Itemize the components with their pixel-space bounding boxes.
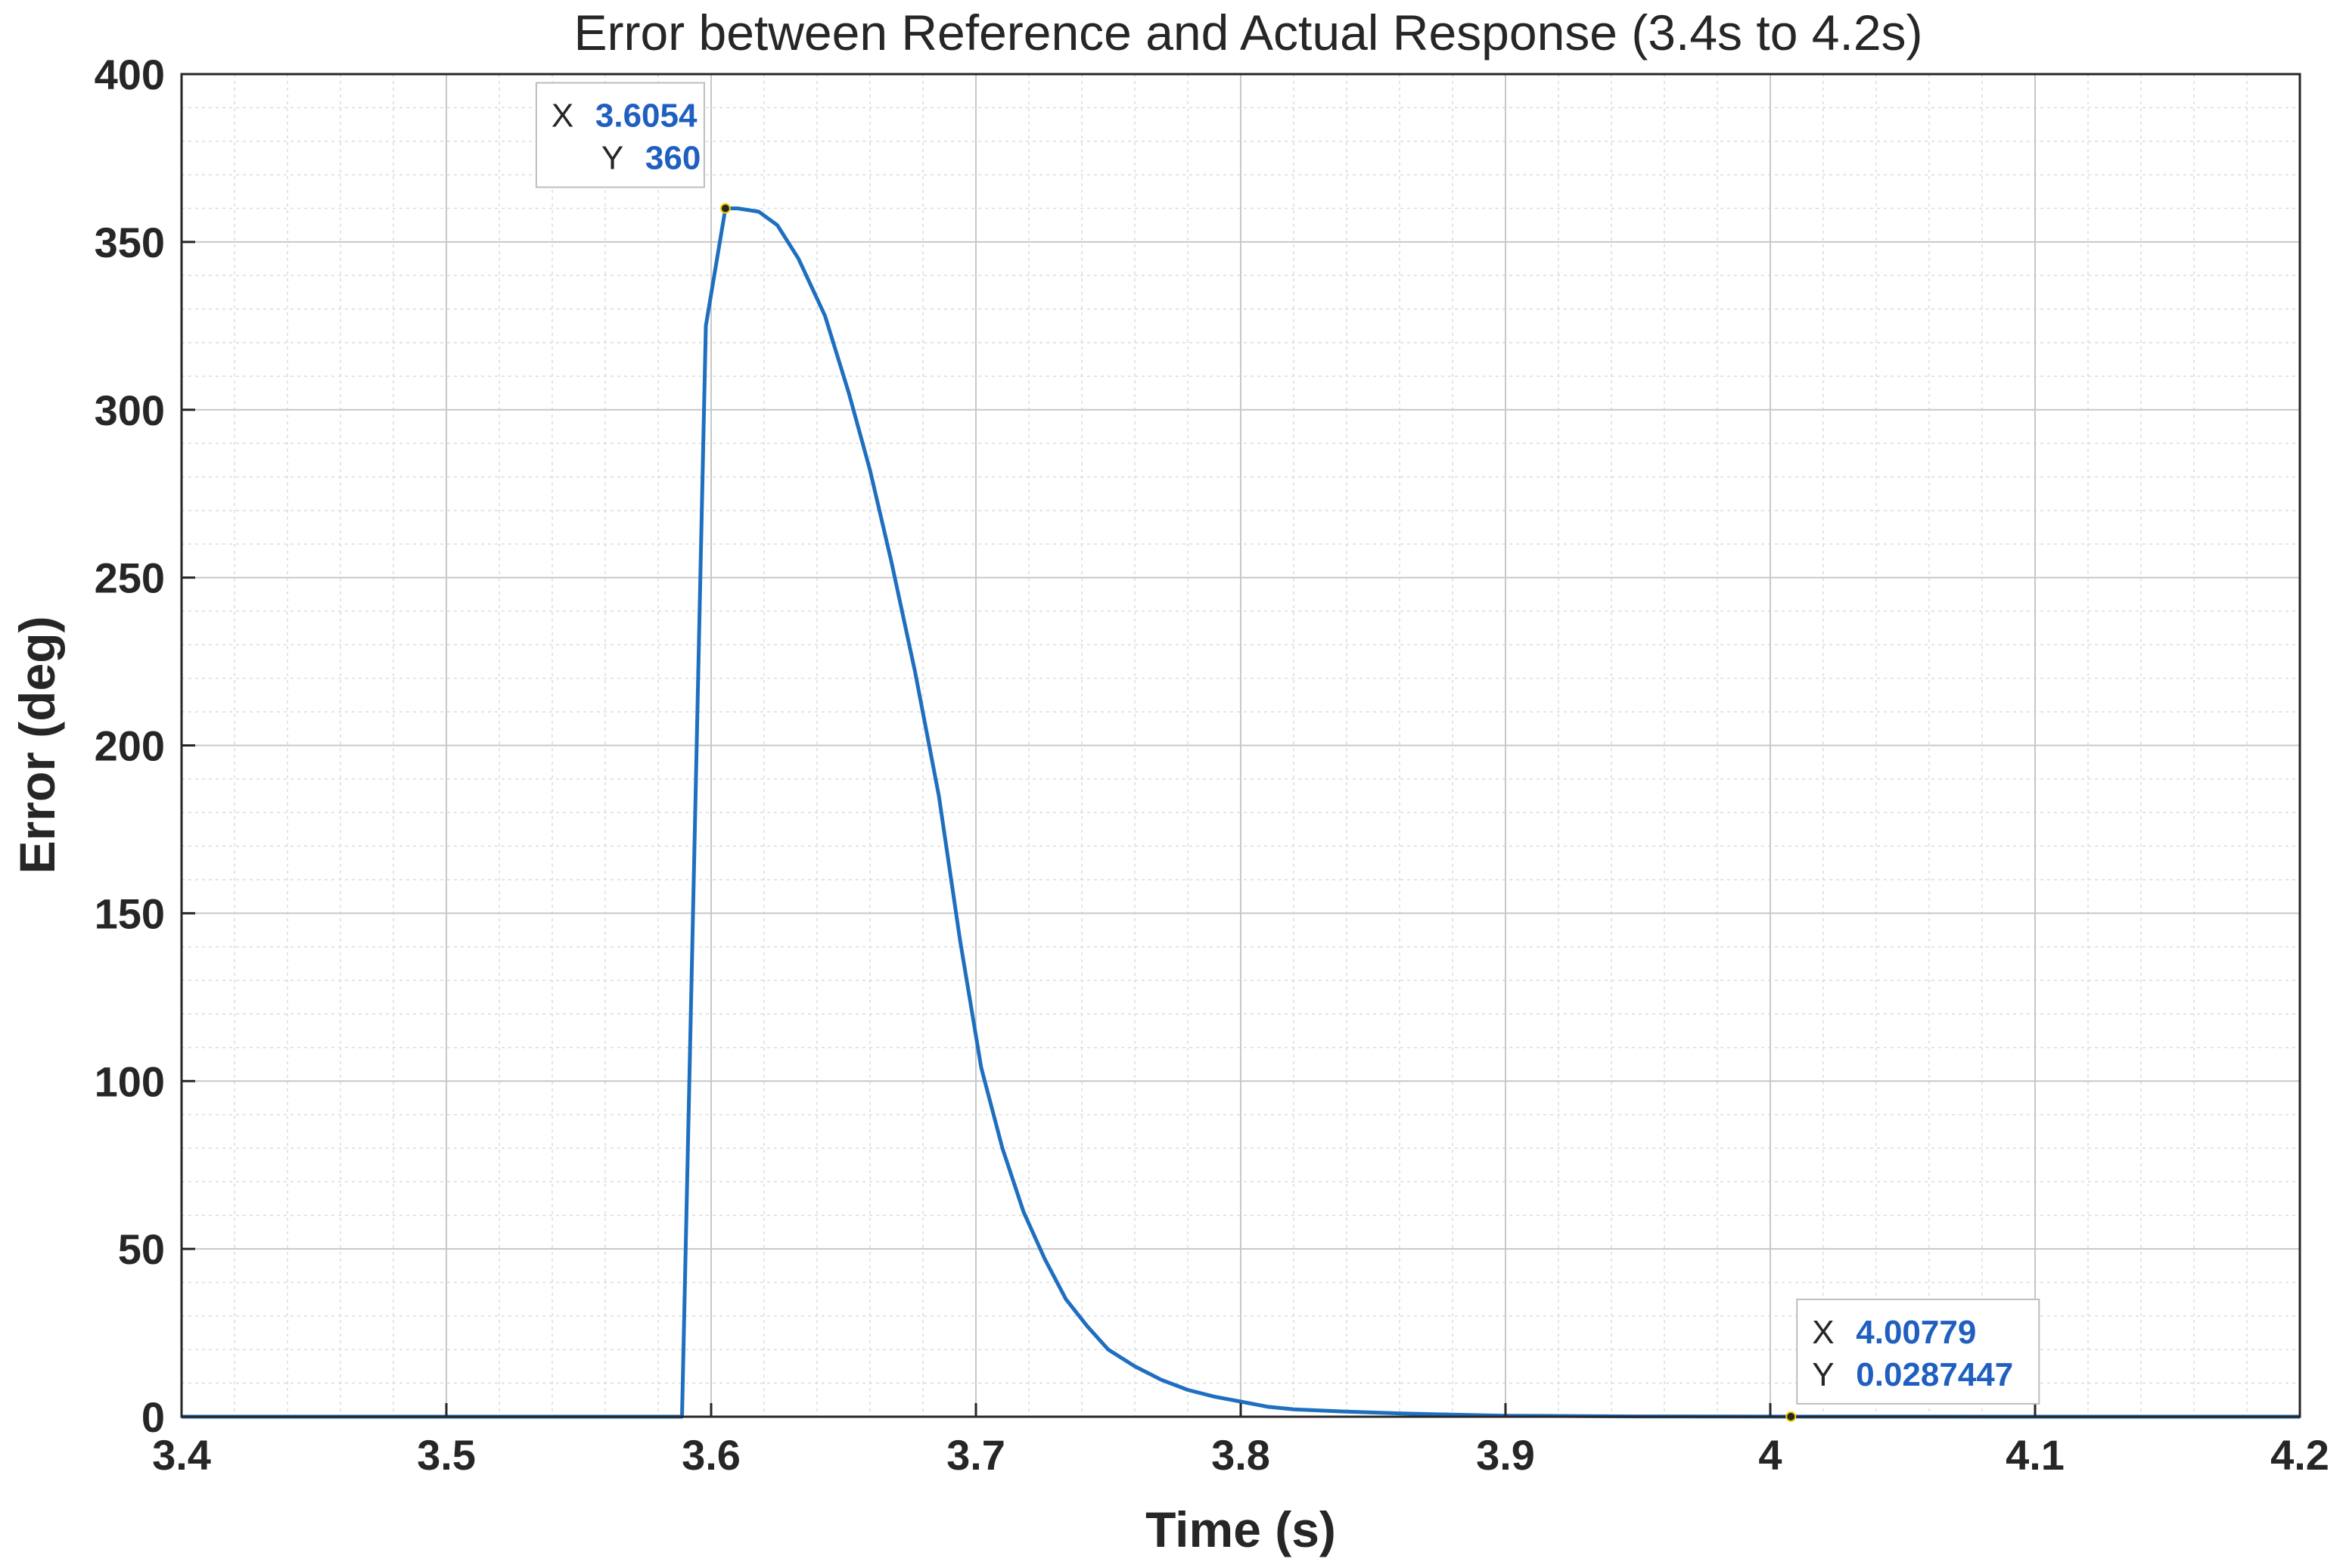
datatip-box xyxy=(535,82,705,188)
chart-title: Error between Reference and Actual Respo… xyxy=(574,5,1923,61)
y-tick-label: 100 xyxy=(95,1057,165,1105)
x-axis-ticks: 3.4 3.5 3.6 3.7 3.8 3.9 4 4.1 4.2 xyxy=(152,1403,2329,1479)
datatips: X 3.6054 Y 360 X 4.00779 Y 0.0287447 xyxy=(535,82,2040,1422)
x-axis-label: Time (s) xyxy=(1145,1501,1336,1557)
x-tick-label: 3.5 xyxy=(417,1431,476,1479)
y-axis-label: Error (deg) xyxy=(9,616,65,874)
datatip-y-key: Y xyxy=(1812,1356,1834,1393)
y-tick-label: 300 xyxy=(95,387,165,434)
datatip-y-value: 360 xyxy=(645,140,701,177)
y-tick-label: 200 xyxy=(95,722,165,770)
x-tick-label: 4 xyxy=(1758,1431,1782,1479)
datatip: X 4.00779 Y 0.0287447 xyxy=(1785,1298,2040,1422)
datatip-box xyxy=(1796,1298,2040,1405)
x-tick-label: 3.7 xyxy=(946,1431,1005,1479)
error-series-line xyxy=(182,206,2301,1419)
y-tick-label: 150 xyxy=(95,890,165,937)
datatip-x-key: X xyxy=(552,98,573,135)
x-tick-label: 3.9 xyxy=(1476,1431,1535,1479)
y-tick-label: 50 xyxy=(118,1225,165,1273)
y-tick-label: 350 xyxy=(95,219,165,266)
datatip-x-value: 3.6054 xyxy=(595,98,698,135)
datatip-x-key: X xyxy=(1812,1314,1834,1351)
y-tick-label: 400 xyxy=(95,51,165,98)
y-tick-label: 250 xyxy=(95,554,165,602)
y-tick-label: 0 xyxy=(141,1393,165,1441)
y-axis-ticks: 0 50 100 150 200 250 300 350 400 xyxy=(95,51,195,1441)
datatip-y-value: 0.0287447 xyxy=(1856,1356,2013,1393)
datatip-marker xyxy=(719,203,731,214)
x-tick-label: 4.1 xyxy=(2006,1431,2065,1479)
datatip-y-key: Y xyxy=(601,140,623,177)
datatip-x-value: 4.00779 xyxy=(1856,1314,1976,1351)
x-tick-label: 3.6 xyxy=(682,1431,741,1479)
x-tick-label: 3.8 xyxy=(1211,1431,1270,1479)
datatip-marker xyxy=(1785,1411,1797,1422)
x-tick-label: 3.4 xyxy=(152,1431,211,1479)
datatip: X 3.6054 Y 360 xyxy=(535,82,731,214)
x-tick-label: 4.2 xyxy=(2270,1431,2329,1479)
